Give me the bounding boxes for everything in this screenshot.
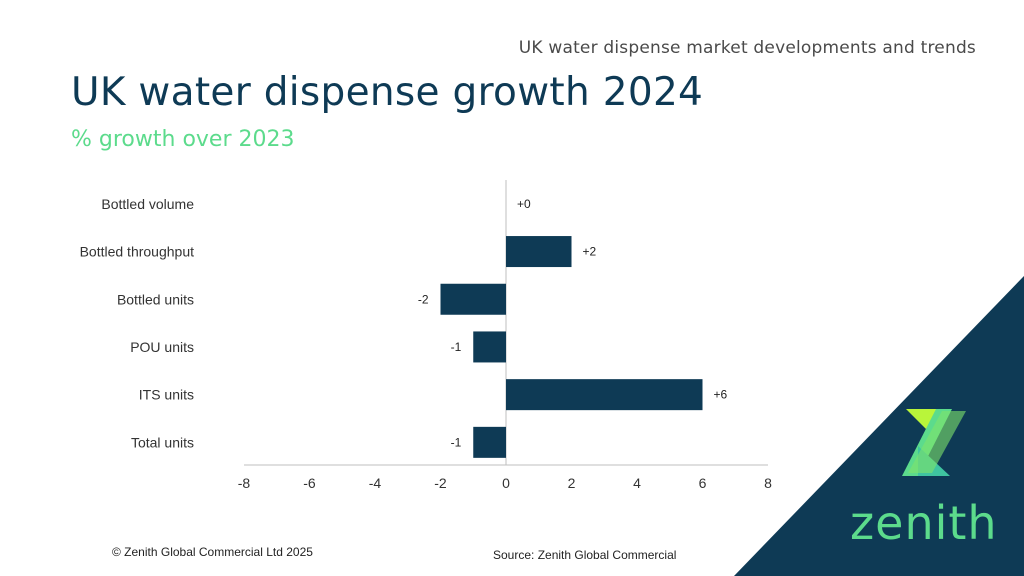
data-label: -1 [451, 340, 462, 354]
category-label: ITS units [139, 387, 194, 403]
x-tick-label: 8 [764, 475, 772, 491]
bar [440, 283, 506, 315]
x-tick-label: 2 [568, 475, 576, 491]
x-tick-label: 4 [633, 475, 641, 491]
zenith-logo-wordmark: zenith [850, 496, 998, 550]
category-label: POU units [130, 339, 194, 355]
data-label: -1 [451, 435, 462, 449]
x-tick-label: 0 [502, 475, 510, 491]
source-text: Source: Zenith Global Commercial [493, 548, 677, 562]
x-tick-label: 6 [699, 475, 707, 491]
x-tick-label: -8 [238, 475, 251, 491]
data-label: +2 [583, 245, 597, 259]
x-tick-label: -2 [434, 475, 447, 491]
x-tick-label: -4 [369, 475, 382, 491]
copyright-text: © Zenith Global Commercial Ltd 2025 [112, 545, 313, 559]
bar [506, 236, 572, 268]
category-label: Bottled throughput [80, 244, 195, 260]
data-label: +6 [714, 388, 728, 402]
slide-title: UK water dispense growth 2024 [71, 70, 704, 115]
bar [506, 379, 703, 411]
category-label: Bottled volume [101, 196, 194, 212]
x-tick-label: -6 [303, 475, 316, 491]
data-label: +0 [517, 197, 531, 211]
data-label: -2 [418, 292, 429, 306]
bar [473, 426, 506, 458]
bar [473, 331, 506, 363]
slide-subtitle: % growth over 2023 [71, 127, 295, 152]
corner-triangle [734, 276, 1024, 576]
category-label: Total units [131, 434, 194, 450]
zenith-z-logo-icon [902, 409, 966, 476]
category-label: Bottled units [117, 291, 194, 307]
slide-kicker: UK water dispense market developments an… [518, 38, 976, 58]
